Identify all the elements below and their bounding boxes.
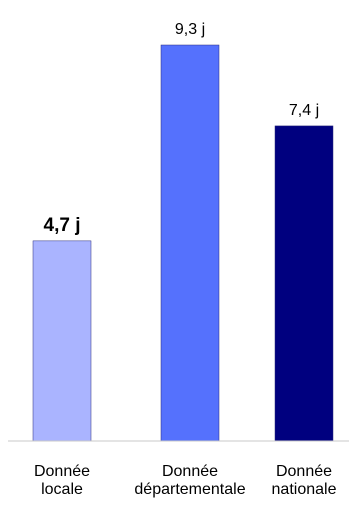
x-tick-label-1-line-0: Donnée bbox=[162, 463, 218, 480]
bar-1 bbox=[160, 44, 220, 442]
x-tick-label-2-line-0: Donnée bbox=[276, 463, 332, 480]
x-tick-label-0-line-0: Donnée bbox=[34, 463, 90, 480]
bar-value-label-1: 9,3 j bbox=[175, 21, 205, 38]
x-tick-label-1-line-1: départementale bbox=[134, 481, 245, 498]
x-tick-label-2-line-1: nationale bbox=[272, 481, 337, 498]
bar-2 bbox=[274, 125, 334, 442]
bar-value-label-2: 7,4 j bbox=[289, 102, 319, 119]
bars-layer bbox=[32, 44, 334, 442]
x-tick-labels: DonnéelocaleDonnéedépartementaleDonnéena… bbox=[34, 463, 337, 498]
bar-value-label-0: 4,7 j bbox=[44, 215, 81, 236]
bar-0 bbox=[32, 240, 92, 442]
labels-layer: 4,7 j 9,3 j 7,4 j bbox=[44, 21, 320, 236]
x-tick-label-0-line-1: locale bbox=[41, 481, 83, 498]
